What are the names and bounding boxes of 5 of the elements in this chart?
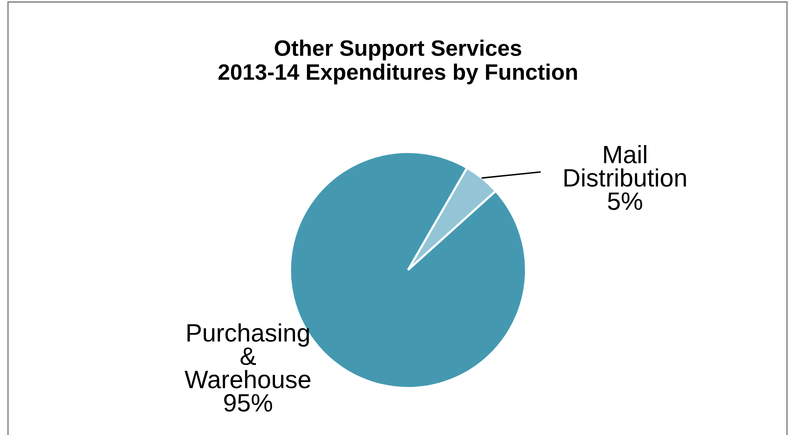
chart-title: Other Support Services 2013-14 Expenditures by Function (218, 40, 577, 84)
slice-label: Purchasing & Warehouse (184, 323, 310, 388)
data-label: 95% (224, 394, 272, 412)
data-label: 5% (608, 192, 642, 210)
slice-label: Mail Distribution (564, 145, 686, 187)
